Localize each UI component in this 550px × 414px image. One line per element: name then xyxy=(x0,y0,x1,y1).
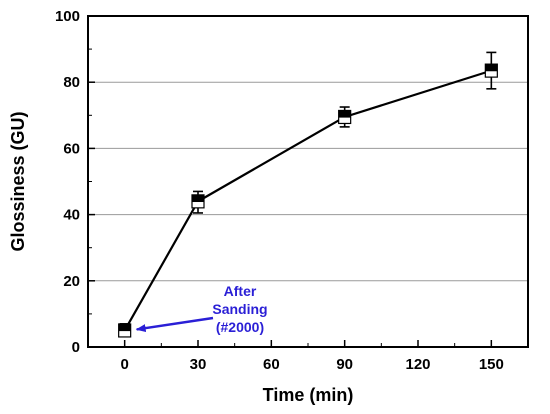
annotation-text-line: Sanding xyxy=(212,301,267,317)
annotation-layer: After Sanding (#2000) xyxy=(135,283,268,335)
annotation-arrow xyxy=(135,316,214,333)
data-point-fill xyxy=(338,110,351,118)
x-tick-label: 0 xyxy=(120,356,128,373)
annotation-text-line: After xyxy=(224,283,257,299)
data-series xyxy=(118,51,498,338)
x-tick-label: 90 xyxy=(336,356,353,373)
axis-ticks: 0 20 40 60 80 100 0 30 60 90 120 150 xyxy=(55,8,504,373)
y-axis-title: Glossiness (GU) xyxy=(8,111,28,251)
grid-layer xyxy=(88,81,528,282)
y-tick-label: 100 xyxy=(55,8,80,25)
y-tick-label: 60 xyxy=(63,140,80,157)
x-tick-label: 30 xyxy=(190,356,207,373)
y-tick-label: 80 xyxy=(63,74,80,91)
y-tick-label: 0 xyxy=(72,339,80,356)
plot-area-frame xyxy=(87,15,529,348)
y-tick-label: 20 xyxy=(63,273,80,290)
x-tick-label: 150 xyxy=(479,356,504,373)
series-line xyxy=(123,69,492,331)
data-point-fill xyxy=(485,64,498,72)
data-point-fill xyxy=(118,323,131,332)
data-point-fill xyxy=(192,194,204,203)
x-axis-title: Time (min) xyxy=(263,385,354,405)
annotation-text-line: (#2000) xyxy=(216,319,264,335)
x-tick-label: 60 xyxy=(263,356,280,373)
y-tick-label: 40 xyxy=(63,207,80,224)
x-tick-label: 120 xyxy=(405,356,430,373)
